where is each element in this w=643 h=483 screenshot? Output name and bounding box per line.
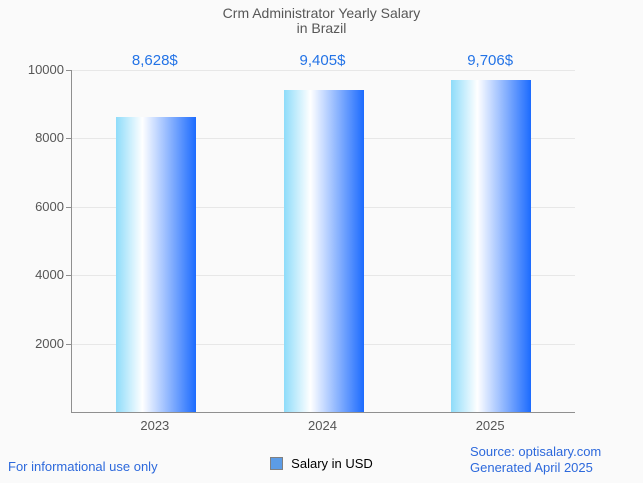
y-tick-label-2000: 2000 [35, 335, 64, 351]
bar-2025 [451, 80, 532, 412]
x-tick-label-2024: 2024 [308, 418, 337, 433]
bar-value-label-2024: 9,405$ [299, 52, 346, 69]
x-tick-label-2025: 2025 [475, 418, 505, 433]
source-line1: Source: optisalary.com [470, 444, 602, 459]
y-tick-label-10000: 10000 [27, 62, 64, 77]
y-tick-label-4000: 4000 [35, 267, 64, 283]
legend-label: Salary in USD [291, 456, 373, 471]
bar-value-label-2025: 9,706$ [467, 52, 514, 69]
y-tick-mark-6000 [66, 206, 71, 208]
chart-title: Crm Administrator Yearly Salary in Brazi… [0, 6, 643, 36]
bar-2023 [115, 116, 196, 412]
y-tick-label-8000: 8000 [35, 130, 64, 146]
chart-title-line1: Crm Administrator Yearly Salary [222, 5, 421, 21]
source-block: Source: optisalary.com Generated April 2… [470, 444, 601, 475]
legend: Salary in USD [0, 456, 643, 471]
bar-value-label-2023: 8,628$ [131, 52, 178, 69]
chart-title-line2: in Brazil [296, 20, 347, 36]
bar-2024 [283, 90, 364, 412]
source-line2: Generated April 2025 [470, 459, 593, 475]
gridline-10000 [72, 70, 575, 71]
plot-area [71, 70, 575, 413]
y-tick-label-6000: 6000 [35, 198, 64, 214]
y-tick-mark-2000 [66, 343, 71, 345]
disclaimer-text: For informational use only [8, 459, 158, 474]
y-tick-mark-8000 [66, 138, 71, 140]
legend-swatch-icon [270, 457, 284, 470]
y-tick-mark-4000 [66, 275, 71, 277]
y-tick-mark-10000 [66, 70, 71, 71]
x-tick-label-2023: 2023 [140, 418, 170, 433]
